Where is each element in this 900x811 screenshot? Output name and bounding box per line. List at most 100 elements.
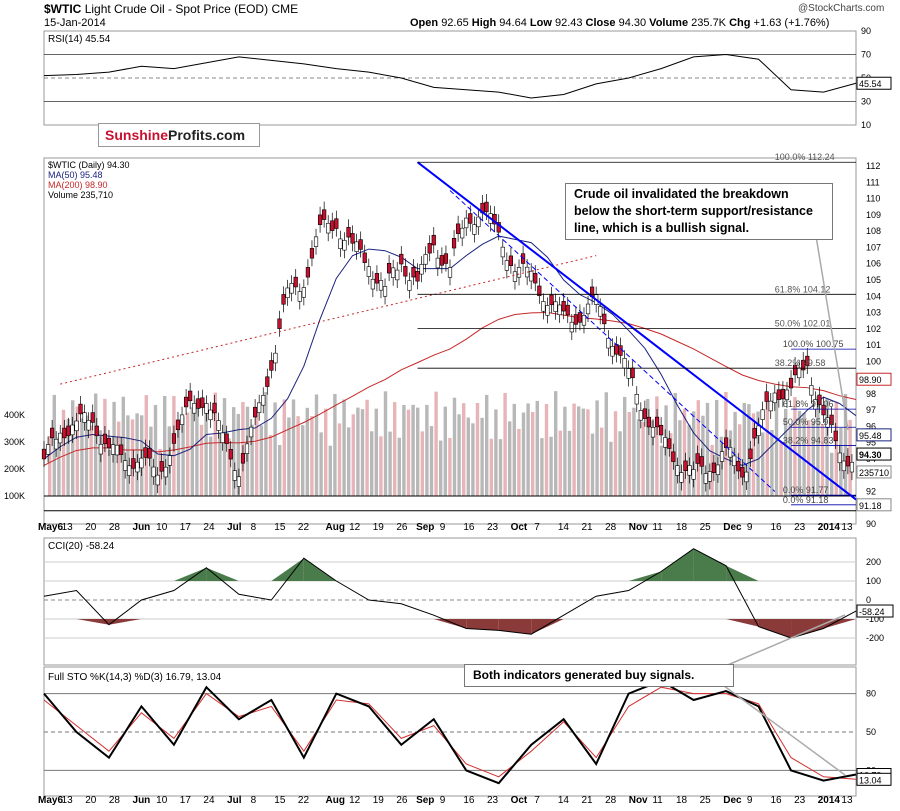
candle-body xyxy=(829,414,834,426)
candle-body xyxy=(764,391,769,402)
price-tick-label: 98 xyxy=(866,389,876,399)
volume-bar xyxy=(176,426,181,496)
rsi-title: RSI(14) 45.54 xyxy=(48,34,111,45)
price-tick-label: 111 xyxy=(866,177,880,187)
cci-oversold-fill xyxy=(433,619,467,629)
volume-bar xyxy=(296,416,300,496)
candle-body xyxy=(407,280,412,291)
volume-bar xyxy=(232,407,236,496)
cci-oversold-fill xyxy=(108,619,142,625)
volume-bar xyxy=(471,423,475,496)
candle-body xyxy=(659,424,664,436)
volume-bar xyxy=(374,408,378,496)
candle-body xyxy=(508,255,514,266)
volume-bar xyxy=(613,411,618,496)
volume-bar xyxy=(61,409,66,496)
volume-bar xyxy=(121,396,125,496)
candle-body xyxy=(277,318,282,329)
cci-overbought-fill xyxy=(271,558,304,581)
price-legend-item: $WTIC (Daily) 94.30 xyxy=(48,160,130,170)
candle-body xyxy=(78,403,83,415)
candle-body xyxy=(610,346,615,357)
x-axis-label-price: Aug xyxy=(325,522,344,533)
volume-bar xyxy=(360,409,365,496)
volume-bar xyxy=(190,407,194,496)
price-right-label: 235710 xyxy=(859,468,889,478)
cci-oversold-fill xyxy=(531,619,564,635)
candle-body xyxy=(711,462,716,474)
volume-bar xyxy=(278,444,282,496)
candle-body xyxy=(736,460,741,472)
candle-body xyxy=(204,403,209,414)
candle-body xyxy=(240,453,246,464)
candle-body xyxy=(638,410,643,421)
volume-bar xyxy=(733,411,737,496)
candle-body xyxy=(748,448,753,460)
candle-body xyxy=(326,222,331,234)
volume-bar xyxy=(544,404,549,496)
volume-bar xyxy=(236,413,240,496)
volume-bar xyxy=(659,445,664,496)
candle-body xyxy=(74,420,79,432)
candle-body xyxy=(707,471,712,482)
volume-bar xyxy=(264,392,268,496)
volume-bar xyxy=(319,432,323,496)
volume-bar xyxy=(84,415,89,496)
volume-bar xyxy=(567,430,572,496)
volume-bar xyxy=(682,408,687,496)
price-tick-label: 104 xyxy=(866,291,881,301)
x-axis-label-bottom: 15 xyxy=(274,795,286,806)
x-axis-label-bottom: 20 xyxy=(85,795,97,806)
x-axis-label-bottom: 18 xyxy=(676,795,688,806)
volume-bar xyxy=(636,419,641,496)
candle-body xyxy=(82,412,87,423)
price-legend-item: Volume 235,710 xyxy=(48,190,113,200)
candle-body xyxy=(529,270,534,282)
candle-body xyxy=(602,313,607,325)
candle-body xyxy=(723,437,729,448)
candle-body xyxy=(261,395,266,406)
candle-body xyxy=(784,389,790,401)
candle-body xyxy=(58,432,63,444)
cci-last-label: -58.24 xyxy=(859,607,885,617)
x-axis-label-price: 18 xyxy=(676,522,688,533)
volume-bar xyxy=(581,408,585,496)
cci-tick-label: 200 xyxy=(866,557,881,567)
volume-bar xyxy=(701,415,705,496)
candle-body xyxy=(338,238,343,249)
cci-line xyxy=(43,548,857,639)
candle-body xyxy=(70,424,75,436)
volume-bar xyxy=(452,397,457,496)
volume-bar xyxy=(650,420,654,496)
candle-body xyxy=(317,214,323,225)
candle-body xyxy=(411,266,416,278)
candle-body xyxy=(281,294,286,305)
candle-body xyxy=(439,255,444,266)
candle-body xyxy=(41,448,47,460)
price-tick-label: 97 xyxy=(866,405,876,415)
volume-bar xyxy=(301,425,305,496)
x-axis-label-price: May6 xyxy=(38,522,63,533)
x-axis-label-price: 12 xyxy=(349,522,361,533)
candle-body xyxy=(456,223,461,234)
x-axis-label-price: 10 xyxy=(156,522,168,533)
price-right-label: 95.48 xyxy=(859,431,882,441)
sto-tick-label: 50 xyxy=(866,727,876,737)
candle-body xyxy=(541,301,546,312)
price-right-label-box xyxy=(856,465,892,479)
candle-body xyxy=(675,465,680,476)
fib-small-label: 0.0% 91.77 xyxy=(783,485,829,495)
cci-tick-label: 100 xyxy=(866,576,881,586)
candle-body xyxy=(216,420,221,431)
candle-body xyxy=(370,278,375,290)
sto-tick-label: 80 xyxy=(866,689,876,699)
candle-body xyxy=(415,271,420,282)
candle-body xyxy=(334,218,339,229)
x-axis-label-bottom: 16 xyxy=(771,795,783,806)
volume-bar xyxy=(443,406,447,496)
price-tick-label: 112 xyxy=(866,161,880,171)
volume-bar xyxy=(163,395,167,496)
volume-bar xyxy=(590,433,595,496)
price-tick-label: 100 xyxy=(866,356,881,366)
candle-body xyxy=(175,419,181,431)
